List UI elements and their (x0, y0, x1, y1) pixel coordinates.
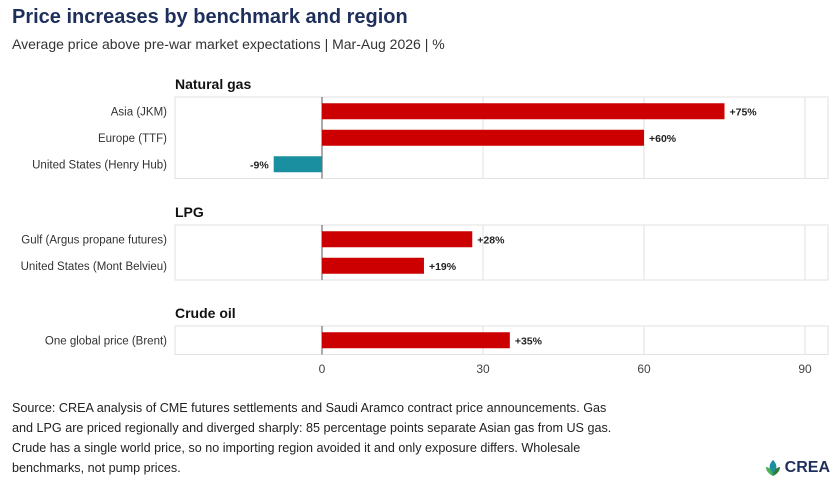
data-label: +19% (429, 261, 457, 273)
chart-title: Price increases by benchmark and region (12, 6, 408, 28)
category-label: Asia (JKM) (111, 106, 167, 118)
x-tick-label: 30 (476, 362, 490, 376)
data-label: -9% (250, 159, 269, 171)
data-label: +60% (649, 133, 677, 145)
data-label: +28% (477, 234, 505, 246)
data-label: +35% (515, 335, 543, 347)
category-label: One global price (Brent) (45, 335, 167, 347)
panel-title: LPG (175, 204, 204, 220)
x-tick-label: 0 (319, 362, 326, 376)
crea-leaf-icon (765, 460, 780, 476)
bar (322, 257, 424, 274)
category-label: United States (Mont Belvieu) (21, 261, 168, 273)
bar (322, 332, 510, 349)
bar (322, 129, 644, 146)
panel-frame (174, 325, 829, 355)
bar (322, 231, 473, 248)
data-label: +75% (730, 106, 758, 118)
panel-title: Crude oil (175, 305, 236, 321)
panel-frame (174, 96, 829, 179)
category-label: Europe (TTF) (98, 133, 167, 145)
panel-title: Natural gas (175, 76, 251, 92)
chart-subtitle: Average price above pre-war market expec… (12, 36, 445, 52)
bar-chart: Natural gas Asia (JKM) +75% Europe (TTF) +60… (21, 76, 829, 376)
category-label: Gulf (Argus propane futures) (21, 234, 167, 246)
source-footnote: Source: CREA analysis of CME futures set… (12, 401, 612, 475)
panel-frame (174, 224, 829, 281)
x-tick-label: 90 (798, 362, 812, 376)
bar (322, 103, 725, 120)
crea-logo: CREA (764, 459, 830, 477)
bar (273, 156, 322, 173)
x-tick-label: 60 (637, 362, 651, 376)
category-label: United States (Henry Hub) (32, 159, 167, 171)
logo-text: CREA (784, 459, 830, 476)
